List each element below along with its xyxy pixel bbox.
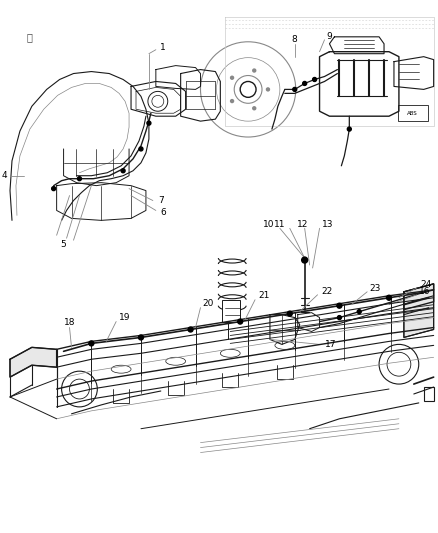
- Circle shape: [312, 77, 316, 82]
- Text: 6: 6: [160, 208, 166, 217]
- Circle shape: [336, 303, 341, 308]
- Text: 8: 8: [291, 35, 297, 44]
- Text: 20: 20: [202, 299, 213, 308]
- Circle shape: [52, 187, 56, 191]
- Circle shape: [147, 121, 151, 125]
- Circle shape: [266, 88, 269, 91]
- Bar: [222, 300, 240, 321]
- Circle shape: [88, 341, 94, 346]
- Text: 17: 17: [324, 340, 335, 349]
- Text: 1: 1: [159, 43, 165, 52]
- Text: 24: 24: [420, 280, 431, 289]
- Bar: [423, 387, 433, 401]
- Circle shape: [385, 295, 391, 300]
- Circle shape: [292, 87, 296, 91]
- Circle shape: [230, 76, 233, 79]
- Circle shape: [237, 319, 242, 324]
- Circle shape: [346, 127, 350, 131]
- Text: 21: 21: [258, 291, 269, 300]
- Circle shape: [301, 257, 307, 263]
- Circle shape: [357, 310, 360, 313]
- Text: 4: 4: [1, 171, 7, 180]
- FancyBboxPatch shape: [397, 106, 427, 121]
- Circle shape: [121, 169, 125, 173]
- Circle shape: [187, 327, 193, 332]
- Circle shape: [252, 69, 255, 72]
- Circle shape: [252, 107, 255, 110]
- Text: 23: 23: [368, 284, 380, 293]
- Circle shape: [77, 177, 81, 181]
- Text: 19: 19: [119, 313, 131, 322]
- Text: 7: 7: [158, 196, 163, 205]
- Circle shape: [139, 147, 143, 151]
- Circle shape: [302, 82, 306, 85]
- Text: ⓣ: ⓣ: [27, 32, 33, 42]
- Circle shape: [337, 316, 341, 320]
- Circle shape: [138, 335, 143, 340]
- Text: 10: 10: [263, 220, 274, 229]
- Text: 16: 16: [418, 287, 429, 296]
- Polygon shape: [10, 348, 57, 377]
- Text: 9: 9: [326, 33, 332, 42]
- Text: 5: 5: [60, 240, 66, 249]
- Text: ABS: ABS: [406, 111, 417, 116]
- Circle shape: [230, 100, 233, 102]
- Text: 18: 18: [64, 318, 75, 327]
- Text: 11: 11: [274, 220, 285, 229]
- Polygon shape: [403, 284, 433, 337]
- Text: 22: 22: [321, 287, 332, 296]
- Text: 13: 13: [321, 220, 332, 229]
- Text: 12: 12: [297, 220, 307, 229]
- Circle shape: [286, 311, 292, 316]
